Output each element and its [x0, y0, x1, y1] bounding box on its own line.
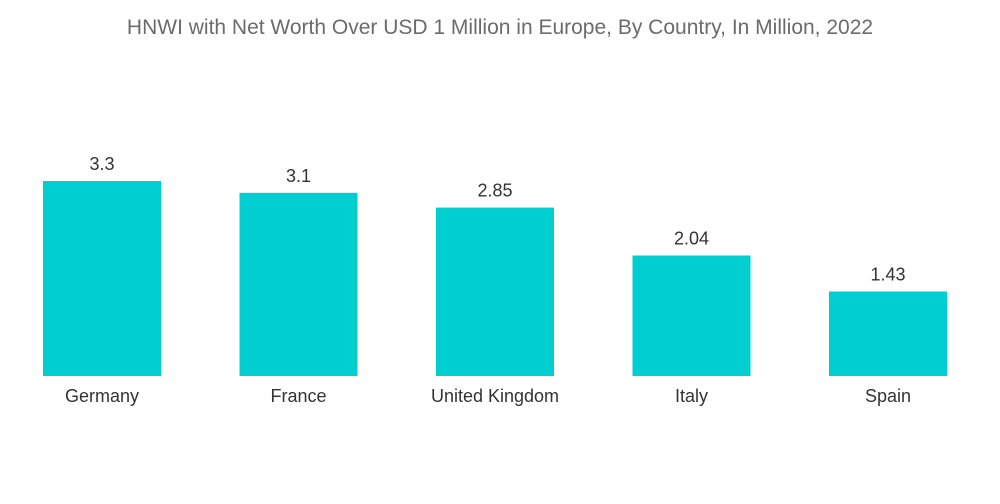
x-tick-label: United Kingdom	[431, 386, 559, 406]
data-label: 2.04	[674, 229, 709, 249]
bar-germany	[43, 181, 161, 376]
x-tick-label: France	[270, 386, 326, 406]
bar-france	[239, 192, 358, 376]
bar-spain	[829, 291, 947, 376]
x-tick-label: Germany	[65, 386, 139, 406]
data-label: 1.43	[870, 265, 905, 285]
data-label: 3.3	[89, 154, 114, 174]
chart-title: HNWI with Net Worth Over USD 1 Million i…	[126, 16, 874, 39]
bar-united-kingdom	[436, 207, 554, 376]
x-tick-label: Italy	[675, 386, 708, 406]
data-label: 2.85	[477, 181, 512, 201]
x-tick-label: Spain	[865, 386, 911, 406]
data-label: 3.1	[286, 166, 311, 186]
bar-italy	[632, 255, 751, 376]
